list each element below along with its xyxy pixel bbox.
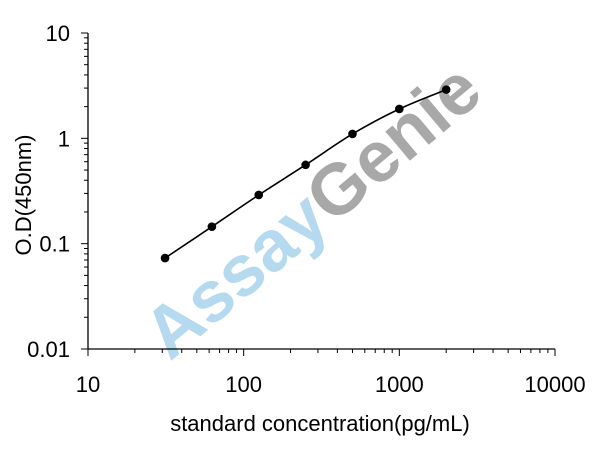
plot-area — [160, 85, 451, 263]
y-tick-label: 0.01 — [27, 337, 70, 362]
y-tick-label: 10 — [46, 21, 70, 46]
x-tick-label: 10000 — [524, 372, 585, 397]
y-tick-label: 0.1 — [39, 232, 70, 257]
x-tick-label: 10 — [76, 372, 100, 397]
data-point — [254, 190, 264, 200]
data-point — [301, 160, 310, 170]
watermark: AssayGenie — [129, 48, 496, 374]
tick-labels: 10 100 1000 10000 10 1 0.1 0.01 — [27, 21, 585, 397]
data-point — [441, 85, 451, 94]
y-tick-label: 1 — [58, 126, 70, 151]
axis-ticks — [81, 32, 556, 356]
x-tick-label: 1000 — [375, 372, 424, 397]
x-axis-label: standard concentration(pg/mL) — [170, 411, 470, 436]
data-point — [348, 129, 357, 139]
y-axis-label: O.D(450nm) — [11, 134, 36, 256]
data-point — [207, 222, 217, 231]
data-point — [395, 104, 404, 114]
x-tick-label: 100 — [225, 372, 262, 397]
svg-text:AssayGenie: AssayGenie — [129, 48, 496, 374]
axes — [87, 33, 555, 350]
data-point — [160, 253, 170, 263]
